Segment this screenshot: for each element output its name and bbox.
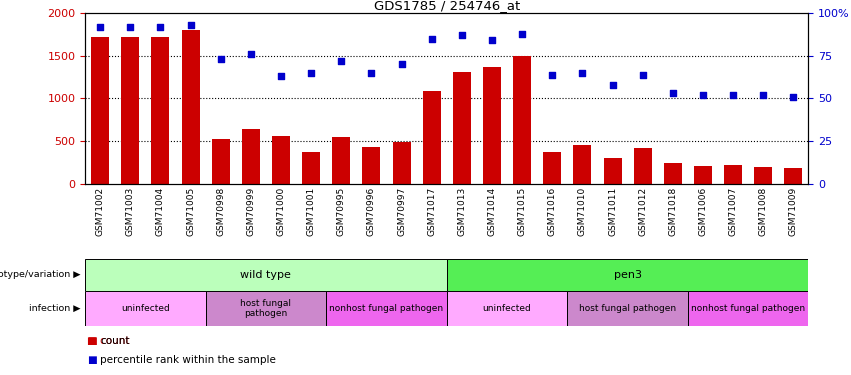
Bar [121,37,140,184]
Point [364,70,378,76]
Text: count: count [100,336,130,346]
Text: host fungal
pathogen: host fungal pathogen [241,299,291,318]
Text: nonhost fungal pathogen: nonhost fungal pathogen [329,304,443,313]
Bar [664,163,682,184]
Bar [634,148,652,184]
Point [726,92,740,98]
Point [305,70,318,76]
Point [425,36,438,42]
Bar [85,259,447,291]
Bar [85,291,206,326]
Point [575,70,589,76]
Bar [332,137,351,184]
Bar [302,152,320,184]
Bar [724,165,742,184]
Bar [181,30,200,184]
Title: GDS1785 / 254746_at: GDS1785 / 254746_at [374,0,520,12]
Bar [754,166,772,184]
Bar [392,142,410,184]
Text: uninfected: uninfected [483,304,531,313]
Bar [688,291,808,326]
Text: host fungal pathogen: host fungal pathogen [579,304,677,313]
Point [154,24,168,30]
Text: uninfected: uninfected [121,304,169,313]
Bar [483,67,501,184]
Bar [206,291,326,326]
Bar [574,144,591,184]
Point [696,92,710,98]
Point [516,31,529,37]
Point [334,58,348,64]
Point [184,22,197,28]
Point [666,90,680,96]
Point [395,61,408,67]
Bar [568,291,688,326]
Point [274,73,288,79]
Point [757,92,770,98]
Bar [272,136,290,184]
Bar [785,168,802,184]
Bar [363,147,380,184]
Point [244,51,258,57]
Point [455,32,469,38]
Text: ■: ■ [87,336,96,346]
Point [786,94,800,100]
Text: ■: ■ [87,356,96,365]
Point [123,24,137,30]
Bar [513,56,531,184]
Text: percentile rank within the sample: percentile rank within the sample [100,356,277,365]
Bar [453,72,471,184]
Bar [447,291,568,326]
Text: infection ▶: infection ▶ [29,304,81,313]
Bar [543,152,562,184]
Bar [91,37,109,184]
Point [214,56,227,62]
Bar [151,37,169,184]
Point [606,82,620,88]
Text: genotype/variation ▶: genotype/variation ▶ [0,270,81,279]
Point [94,24,107,30]
Bar [694,166,712,184]
Text: pen3: pen3 [614,270,642,280]
Point [485,38,499,44]
Point [545,72,559,78]
Bar [212,138,230,184]
Text: ■ count: ■ count [87,336,129,346]
Bar [423,91,441,184]
Bar [242,129,260,184]
Text: nonhost fungal pathogen: nonhost fungal pathogen [691,304,805,313]
Bar [326,291,447,326]
Bar [603,158,621,184]
Point [636,72,649,78]
Bar [447,259,808,291]
Text: wild type: wild type [241,270,291,280]
